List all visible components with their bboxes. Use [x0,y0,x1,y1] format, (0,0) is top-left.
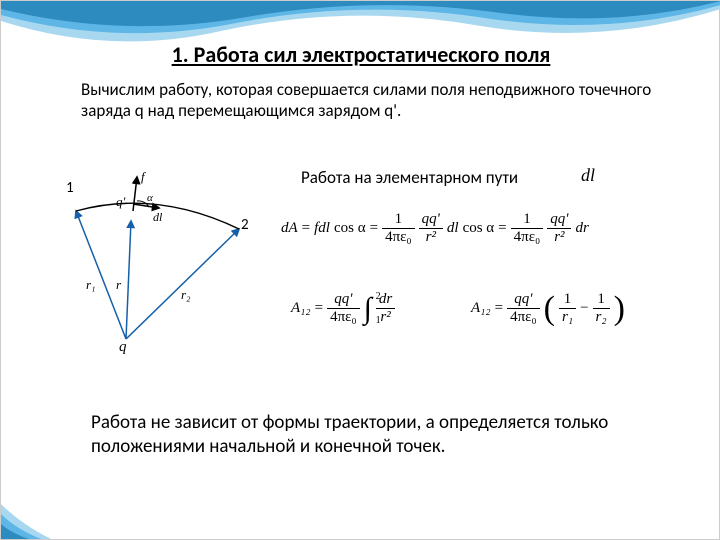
elementary-path-label: Работа на элементарном пути [301,167,518,188]
dl-label: dl [153,210,163,224]
page-title: 1. Работа сил электростатического поля [1,41,720,68]
conclusion-text: Работа не зависит от формы траектории, а… [91,411,631,459]
r1-label: r₁ [86,277,96,292]
equation-dA: dA = fdl cos α = 14πε₀ qq'r² dl cos α = … [281,211,671,246]
equation-A12-result: A₁₂ = qq'4πε₀ ( 1r₁ − 1r₂ ) [471,291,681,326]
equation-A12-integral: A₁₂ = qq'4πε₀ ∫21 drr² [291,291,461,326]
intro-text: Вычислим работу, которая совершается сил… [81,79,661,122]
field-diagram: q r₁ r r₂ q' f α dl [61,171,261,361]
r-label: r [116,277,122,292]
r2-label: r₂ [181,287,191,302]
q-label: q [119,339,127,355]
qprime-label: q' [116,194,126,209]
decor-corner-bl [1,479,61,539]
dl-symbol: dl [581,165,595,186]
alpha-label: α [147,192,153,204]
f-label: f [141,171,147,184]
